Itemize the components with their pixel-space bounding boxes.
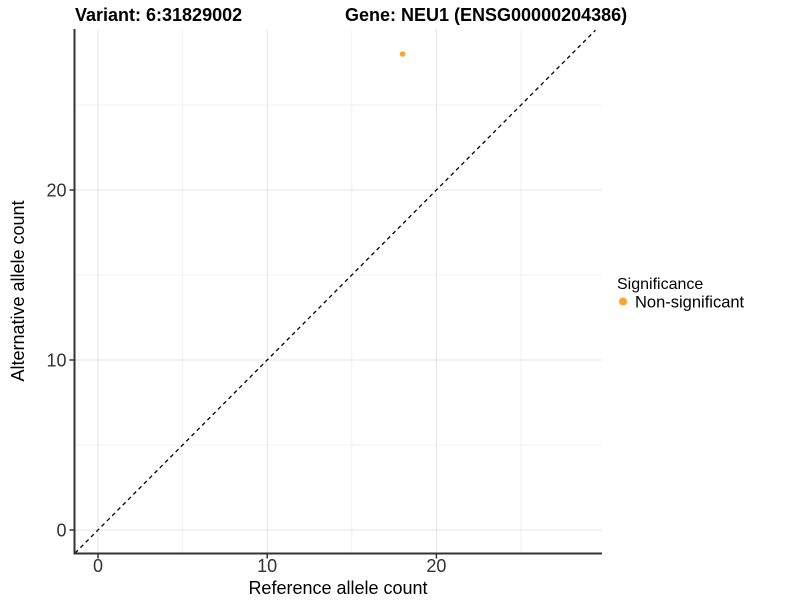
legend-point-marker-icon (619, 297, 627, 306)
plot-title-variant: Variant: 6:31829002 (75, 5, 242, 25)
data-point (399, 51, 406, 57)
legend: Significance Non-significant (617, 276, 745, 312)
gridlines-minor (74, 29, 602, 554)
identity-dashed-line (74, 29, 596, 554)
data-points (399, 51, 406, 57)
x-axis-ticks (97, 553, 438, 559)
legend-title: Significance (617, 276, 703, 293)
y-axis-tick-labels: 0 10 20 (46, 181, 66, 541)
x-axis-tick-labels: 0 10 20 (93, 556, 446, 576)
y-axis-title: Alternative allele count (8, 200, 28, 381)
plot-panel (74, 29, 602, 554)
x-tick-label: 0 (93, 556, 103, 576)
y-tick-label: 20 (46, 181, 66, 201)
y-axis-ticks (69, 189, 75, 531)
y-tick-label: 0 (56, 521, 66, 541)
x-axis-title: Reference allele count (248, 578, 427, 598)
y-tick-label: 10 (46, 351, 66, 371)
gridlines-major (74, 29, 602, 554)
x-tick-label: 10 (257, 556, 277, 576)
legend-item-label: Non-significant (635, 294, 745, 312)
x-tick-label: 20 (426, 556, 446, 576)
plot-title-gene: Gene: NEU1 (ENSG00000204386) (345, 5, 627, 25)
